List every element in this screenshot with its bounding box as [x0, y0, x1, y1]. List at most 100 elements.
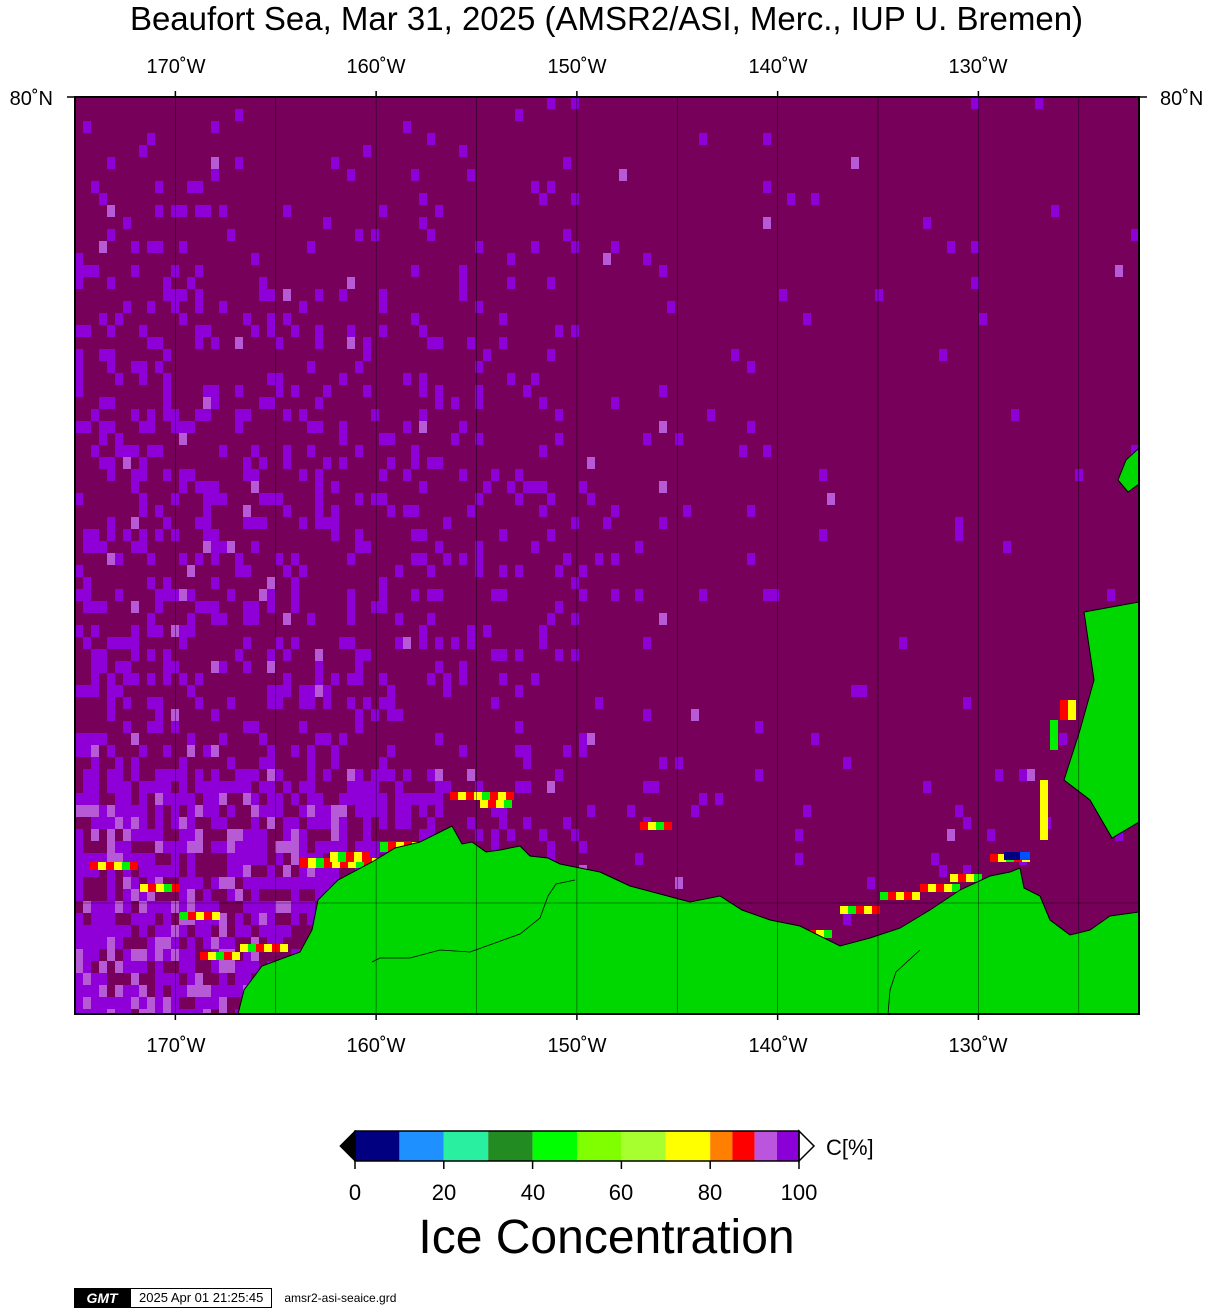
- ice-cell: [339, 817, 347, 829]
- ice-cell: [155, 949, 163, 961]
- ice-cell: [619, 169, 627, 181]
- ice-cell: [435, 661, 443, 673]
- ice-cell: [683, 505, 691, 517]
- ice-cell: [459, 673, 467, 685]
- ice-cell: [507, 481, 515, 493]
- ice-cell: [324, 858, 332, 868]
- ice-cell: [75, 589, 83, 601]
- ice-cell: [163, 649, 171, 661]
- ice-cell: [347, 601, 355, 613]
- ice-cell: [163, 793, 171, 805]
- ice-cell: [131, 673, 139, 685]
- ice-cell: [963, 697, 971, 709]
- ice-cell: [91, 601, 99, 613]
- ice-cell: [139, 901, 147, 913]
- ice-cell: [435, 541, 443, 553]
- ice-cell: [75, 805, 83, 817]
- ice-cell: [283, 817, 291, 829]
- ice-cell: [1060, 700, 1068, 720]
- ice-cell: [115, 793, 123, 805]
- ice-cell: [355, 781, 363, 793]
- ice-cell: [315, 493, 323, 505]
- ice-cell: [203, 925, 211, 937]
- ice-cell: [259, 925, 267, 937]
- ice-cell: [91, 781, 99, 793]
- ice-cell: [427, 613, 435, 625]
- ice-cell: [139, 925, 147, 937]
- ice-cell: [435, 205, 443, 217]
- ice-cell: [355, 361, 363, 373]
- ice-cell: [195, 1009, 203, 1014]
- ice-cell: [355, 769, 363, 781]
- ice-cell: [483, 349, 491, 361]
- ice-cell: [163, 841, 171, 853]
- ice-cell: [515, 565, 523, 577]
- ice-cell: [147, 949, 155, 961]
- ice-cell: [99, 601, 107, 613]
- ice-cell: [107, 277, 115, 289]
- ice-cell: [275, 553, 283, 565]
- ice-cell: [643, 781, 651, 793]
- ice-cell: [107, 853, 115, 865]
- ice-cell: [267, 289, 275, 301]
- ice-cell: [123, 457, 131, 469]
- ice-cell: [403, 121, 411, 133]
- ice-cell: [131, 445, 139, 457]
- ice-cell: [75, 913, 83, 925]
- ice-cell: [251, 517, 259, 529]
- ice-cell: [219, 613, 227, 625]
- ice-cell: [155, 337, 163, 349]
- ice-cell: [91, 793, 99, 805]
- ice-cell: [243, 961, 251, 973]
- ice-cell: [291, 325, 299, 337]
- ice-cell: [475, 301, 483, 313]
- ice-cell: [491, 697, 499, 709]
- ice-cell: [155, 769, 163, 781]
- ice-cell: [123, 805, 131, 817]
- ice-cell: [763, 133, 771, 145]
- ice-cell: [998, 854, 1006, 862]
- ice-cell: [1131, 229, 1139, 241]
- ice-cell: [75, 997, 83, 1009]
- ice-cell: [187, 745, 195, 757]
- ice-cell: [211, 985, 219, 997]
- ice-cell: [275, 769, 283, 781]
- ice-cell: [347, 769, 355, 781]
- ice-cell: [427, 337, 435, 349]
- ice-cell: [99, 925, 107, 937]
- ice-cell: [920, 884, 928, 892]
- ice-cell: [659, 517, 667, 529]
- ice-cell: [947, 829, 955, 841]
- ice-cell: [739, 445, 747, 457]
- ice-cell: [99, 421, 107, 433]
- ice-cell: [171, 769, 179, 781]
- ice-cell: [843, 757, 851, 769]
- ice-cell: [131, 481, 139, 493]
- ice-cell: [155, 529, 163, 541]
- ice-cell: [163, 769, 171, 781]
- ice-cell: [355, 541, 363, 553]
- ice-cell: [451, 433, 459, 445]
- ice-cell: [131, 409, 139, 421]
- ice-cell: [643, 433, 651, 445]
- ice-cell: [323, 517, 331, 529]
- ice-cell: [123, 697, 131, 709]
- ice-cell: [83, 589, 91, 601]
- ice-cell: [235, 421, 243, 433]
- land-banks-island: [1063, 601, 1139, 839]
- ice-cell: [156, 884, 164, 892]
- ice-cell: [299, 805, 307, 817]
- ice-cell: [459, 469, 467, 481]
- ice-cell: [179, 289, 187, 301]
- ice-cell: [139, 421, 147, 433]
- ice-cell: [499, 805, 507, 817]
- ice-cell: [371, 841, 379, 853]
- ice-cell: [275, 877, 283, 889]
- ice-cell: [227, 865, 235, 877]
- ice-cell: [467, 505, 475, 517]
- ice-cell: [195, 985, 203, 997]
- ice-cell: [379, 769, 387, 781]
- ice-cell: [315, 649, 323, 661]
- colorbar-bin: [532, 1131, 577, 1161]
- ice-cell: [91, 817, 99, 829]
